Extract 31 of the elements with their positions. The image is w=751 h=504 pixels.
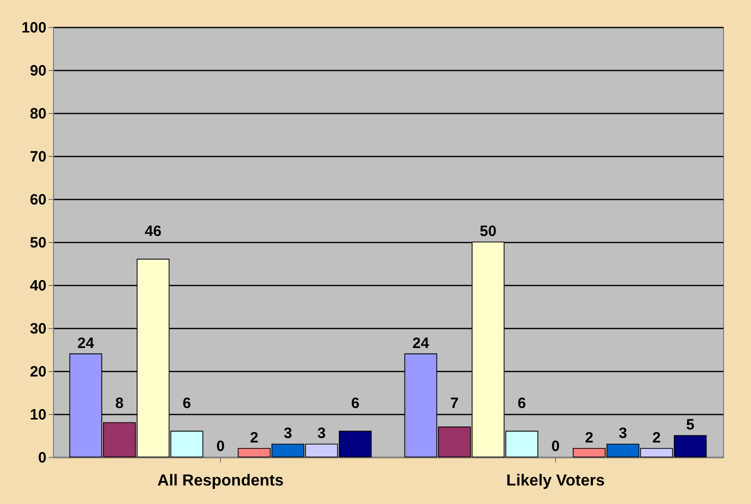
y-tick-label: 90 [30,62,46,80]
y-tick-label: 80 [30,106,46,122]
x-tick-label: Likely Voters [506,472,605,490]
data-label: 0 [551,438,560,455]
y-tick-label: 0 [38,450,46,466]
y-tick-label: 30 [30,320,46,338]
data-label: 24 [412,334,430,352]
x-tick-label: All Respondents [157,472,284,490]
y-tick-label: 20 [30,364,46,380]
y-tick-label: 100 [21,20,46,36]
data-label: 6 [518,395,526,412]
data-label: 2 [652,429,661,446]
data-label: 2 [585,429,594,446]
data-label: 0 [216,438,225,455]
data-label: 8 [115,395,124,412]
data-label: 6 [182,395,191,412]
y-tick-label: 50 [30,234,46,252]
y-tick-label: 40 [30,278,46,294]
data-label: 46 [144,223,162,240]
data-label: 50 [480,223,496,240]
data-label: 3 [317,425,326,442]
y-tick-label: 10 [30,406,46,424]
y-tick-label: 70 [30,148,46,166]
data-label: 6 [351,395,360,412]
data-label: 2 [250,429,258,446]
data-label: 7 [450,395,459,412]
data-label: 24 [77,334,95,352]
data-label: 3 [284,425,292,442]
data-label: 3 [618,425,628,442]
y-tick-label: 60 [30,192,46,208]
data-label: 5 [686,416,694,434]
